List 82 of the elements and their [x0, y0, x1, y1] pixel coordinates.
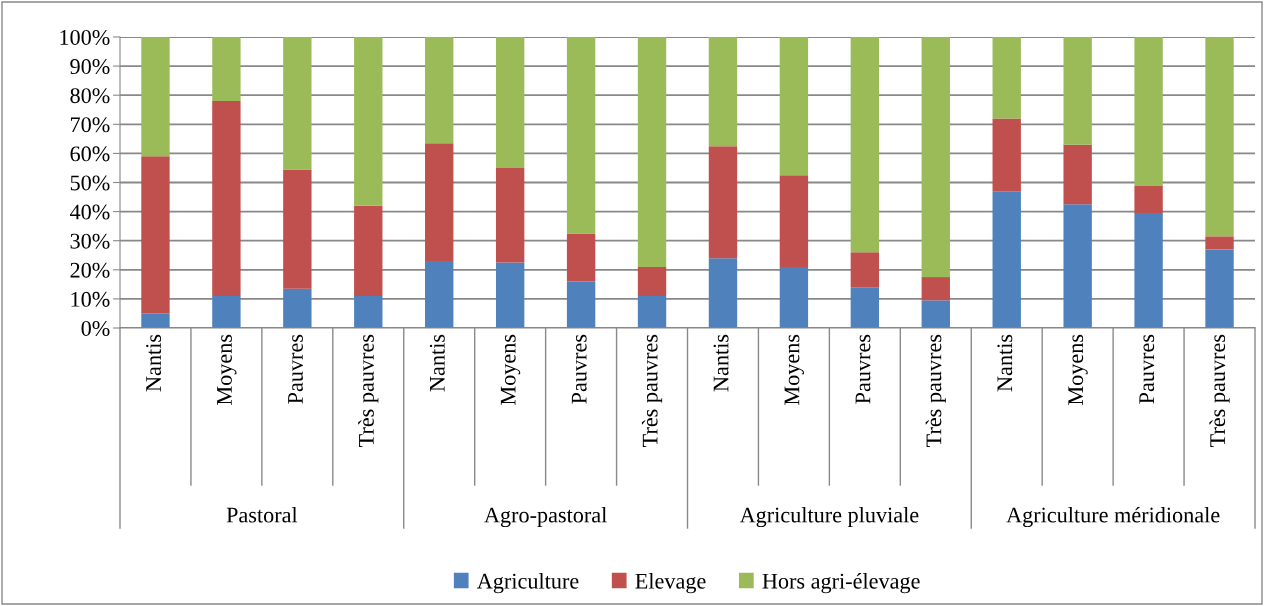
x-tick-label: Nantis — [713, 334, 729, 392]
text: Agro-pastoral — [484, 506, 607, 528]
bar — [425, 37, 454, 144]
bar — [1134, 37, 1163, 186]
bar — [141, 37, 170, 157]
y-tick-label: 60% — [70, 146, 110, 162]
bar — [850, 287, 880, 328]
x-tick-label: Nantis — [146, 334, 162, 392]
y-tick-label: 30% — [70, 233, 110, 249]
bar — [708, 258, 738, 328]
x-tick-label: Pauvres — [1139, 334, 1155, 404]
bar — [779, 37, 809, 176]
legend-label: Hors agri-élevage — [762, 573, 920, 594]
x-tick-label: Nantis — [429, 334, 445, 392]
bar — [425, 143, 454, 262]
x-tick-label: Très pauvres — [1209, 334, 1230, 447]
bar — [283, 169, 312, 289]
bar — [495, 262, 525, 328]
text: Pastoral — [226, 506, 298, 523]
x-tick-label: Très pauvres — [641, 334, 663, 447]
bar — [637, 295, 667, 328]
bar — [637, 37, 667, 267]
bar — [850, 252, 880, 288]
x-tick-label: Moyens — [1068, 334, 1088, 405]
text: Agriculture pluviale — [739, 506, 919, 528]
bar — [141, 313, 170, 328]
bar — [283, 37, 312, 170]
bar — [212, 101, 241, 296]
bar — [779, 175, 809, 267]
bar — [1205, 249, 1234, 328]
bar — [921, 300, 950, 328]
y-tick-label: 80% — [70, 88, 110, 104]
x-tick-label: Moyens — [500, 334, 521, 405]
y-tick-label: 90% — [70, 59, 110, 75]
bar — [212, 295, 241, 328]
bar — [850, 37, 880, 253]
bar — [708, 37, 738, 147]
bar — [495, 37, 525, 168]
bar — [992, 118, 1021, 192]
bar — [921, 37, 950, 278]
text: Agriculture méridionale — [1006, 506, 1220, 528]
legend-label: Agriculture — [476, 573, 579, 594]
bar — [354, 205, 383, 296]
x-tick-label: Moyens — [784, 334, 804, 405]
bar — [1205, 236, 1234, 250]
bar — [425, 261, 454, 328]
bar — [141, 156, 170, 314]
bar — [708, 146, 738, 259]
x-tick-label: Très pauvres — [925, 334, 946, 447]
y-tick-label: 100% — [60, 29, 110, 45]
bar — [354, 37, 383, 206]
bar — [566, 281, 596, 328]
y-tick-label: 40% — [69, 204, 110, 220]
y-tick-label: 10% — [71, 291, 110, 307]
y-tick-label: 70% — [71, 117, 110, 133]
x-tick-label: Nantis — [997, 334, 1013, 392]
bar — [1063, 37, 1092, 145]
legend-label: Elevage — [635, 573, 706, 594]
bar — [566, 233, 596, 282]
bar — [1134, 185, 1163, 214]
y-tick-label: 0% — [81, 320, 110, 336]
bar — [637, 266, 667, 296]
bar — [212, 37, 241, 102]
x-tick-label: Pauvres — [571, 334, 587, 404]
bar — [992, 191, 1021, 328]
bar — [1063, 204, 1092, 328]
y-tick-label: 20% — [70, 262, 110, 278]
x-tick-label: Pauvres — [855, 334, 871, 404]
bar — [921, 277, 950, 301]
bar — [566, 37, 596, 234]
bar — [992, 37, 1021, 119]
y-tick-label: 50% — [70, 175, 110, 191]
bar — [495, 167, 525, 263]
bar — [283, 288, 312, 328]
bar — [1205, 37, 1234, 237]
bar — [1063, 144, 1092, 205]
x-tick-label: Moyens — [217, 334, 237, 405]
x-tick-label: Pauvres — [288, 334, 303, 404]
bar — [354, 295, 383, 328]
x-tick-label: Très pauvres — [358, 334, 379, 447]
bar — [1134, 213, 1163, 328]
bar — [779, 266, 809, 328]
